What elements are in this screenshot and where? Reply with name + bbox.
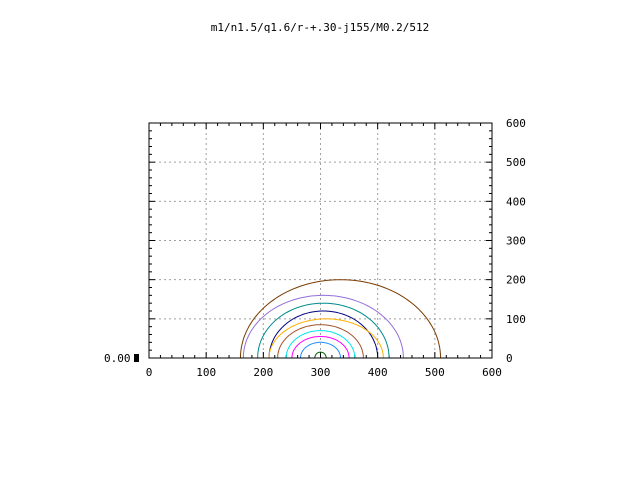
series-curve-6 — [277, 324, 364, 359]
y-tick-label: 400 — [506, 195, 526, 208]
curves-group — [240, 279, 442, 359]
x-tick-label: 0 — [146, 366, 153, 379]
y-tick-label: 100 — [506, 313, 526, 326]
grid-lines — [149, 123, 492, 358]
y-tick-label: 600 — [506, 117, 526, 130]
y-tick-label: 0 — [506, 352, 513, 365]
series-curve-7 — [285, 330, 356, 358]
x-tick-label: 200 — [253, 366, 273, 379]
series-curve-5 — [268, 318, 384, 359]
series-curve-10 — [314, 351, 327, 358]
series-curve-9 — [300, 341, 341, 358]
y-tick-label: 300 — [506, 235, 526, 248]
x-tick-labels: 0 100 200 300 400 500 600 — [146, 366, 502, 379]
y-tick-label: 500 — [506, 156, 526, 169]
x-tick-label: 300 — [311, 366, 331, 379]
series-curve-2 — [242, 294, 404, 359]
chart-title: m1/n1.5/q1.6/r-+.30-j155/M0.2/512 — [211, 21, 430, 34]
left-axis-marker — [134, 354, 139, 362]
series-curve-8 — [291, 336, 350, 358]
series-curve-4 — [268, 310, 379, 359]
y-tick-label: 200 — [506, 274, 526, 287]
series-curve-1 — [240, 279, 442, 359]
x-tick-label: 500 — [425, 366, 445, 379]
y-tick-labels: 0 100 200 300 400 500 600 — [506, 117, 526, 365]
left-axis-label: 0.00 — [104, 352, 131, 365]
series-curve-3 — [257, 302, 390, 359]
x-tick-label: 100 — [196, 366, 216, 379]
x-tick-label: 400 — [368, 366, 388, 379]
plot-frame — [148, 122, 493, 359]
x-tick-label: 600 — [482, 366, 502, 379]
